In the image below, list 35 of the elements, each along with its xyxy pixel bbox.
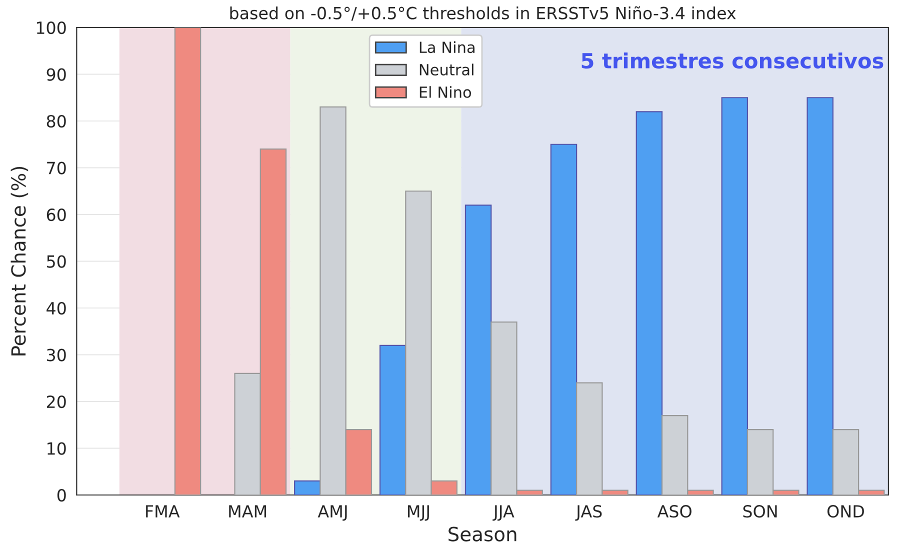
y-tick-label: 50 (47, 255, 66, 268)
y-tick-label: 80 (46, 114, 66, 128)
x-tick-label: MAM (229, 505, 266, 518)
y-tick-label: 10 (48, 442, 66, 455)
x-tick-label: AMJ (318, 505, 347, 521)
bar (721, 97, 748, 495)
legend-label: La Nina (420, 41, 474, 54)
y-tick-label: 90 (46, 68, 66, 81)
y-tick-label: 40 (46, 302, 66, 315)
band-label: 5 trimestres consecutivos (582, 52, 884, 69)
bar (806, 97, 834, 495)
y-axis-title: Percent Chance (%) (10, 166, 28, 356)
y-tick-label: 70 (47, 162, 66, 174)
y-tick-label: 60 (46, 208, 66, 222)
bar (636, 111, 663, 495)
legend-label: El Nino (420, 86, 472, 98)
bar (379, 344, 406, 495)
bar (174, 28, 202, 495)
y-tick-label: 100 (36, 21, 66, 34)
legend-label: Neutral (420, 64, 474, 76)
x-tick-label: JAS (575, 505, 602, 521)
y-tick-label: 0 (57, 488, 66, 502)
x-tick-label: JJA (492, 505, 514, 521)
x-tick-label: MJJ (408, 505, 429, 521)
x-tick-label: FMA (146, 505, 180, 518)
bar (550, 144, 578, 495)
bar (464, 204, 492, 495)
chart-title: based on -0.5°/+0.5°C thresholds in ERSSTv5 Niño-3.4 index (230, 6, 736, 21)
x-tick-label: OND (827, 505, 864, 518)
x-tick-label: SON (743, 505, 777, 518)
x-tick-label: ASO (657, 505, 692, 518)
y-tick-label: 20 (46, 395, 66, 408)
y-tick-label: 30 (47, 348, 66, 362)
x-axis-title: Season (448, 526, 516, 542)
bar (294, 480, 321, 495)
